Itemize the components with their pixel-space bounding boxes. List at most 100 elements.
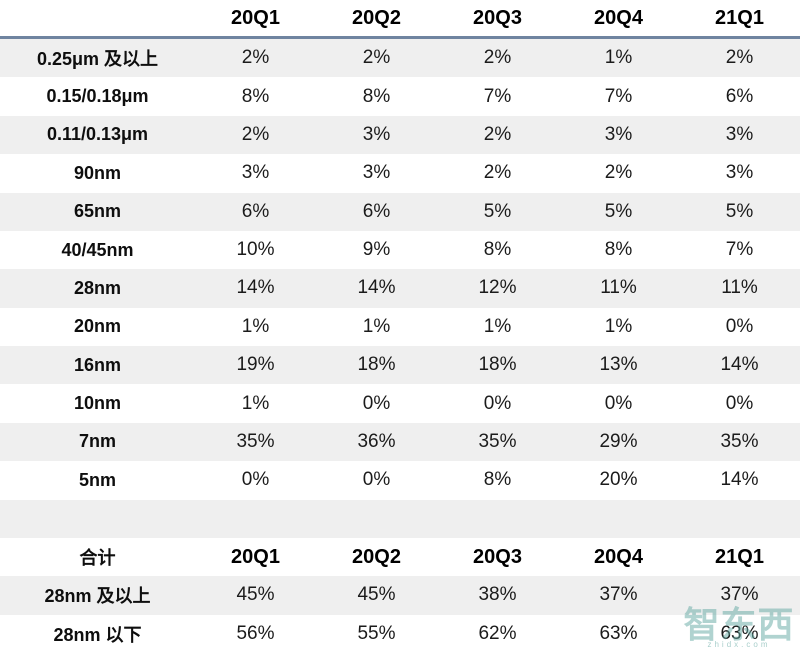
cell: 0% bbox=[604, 392, 633, 414]
cell: 13% bbox=[599, 354, 638, 376]
cell: 8% bbox=[241, 85, 270, 107]
cell: 12% bbox=[478, 277, 517, 299]
cell: 20% bbox=[599, 469, 638, 491]
cell: 0% bbox=[483, 392, 512, 414]
cell: 18% bbox=[478, 354, 517, 376]
cell: 1% bbox=[362, 315, 391, 337]
cell: 62% bbox=[478, 622, 517, 644]
cell: 8% bbox=[362, 85, 391, 107]
totals-header-row: 合计 20Q1 20Q2 20Q3 20Q4 21Q1 bbox=[0, 537, 800, 577]
header-divider-rule bbox=[0, 36, 800, 39]
row-label: 28nm 以下 bbox=[53, 624, 142, 645]
cell: 0% bbox=[362, 392, 391, 414]
cell: 1% bbox=[483, 315, 512, 337]
cell: 8% bbox=[483, 469, 512, 491]
cell: 2% bbox=[241, 47, 270, 69]
header-20q1: 20Q1 bbox=[231, 6, 280, 29]
cell: 38% bbox=[478, 584, 517, 606]
cell: 35% bbox=[236, 430, 275, 452]
cell: 37% bbox=[599, 584, 638, 606]
cell: 10% bbox=[236, 239, 275, 261]
cell: 7% bbox=[725, 239, 754, 261]
totals-header-20q1: 20Q1 bbox=[231, 545, 280, 568]
table-row-16nm: 16nm 19% 18% 18% 13% 14% bbox=[0, 346, 800, 385]
row-label: 7nm bbox=[78, 431, 116, 452]
cell: 36% bbox=[357, 430, 396, 452]
cell: 3% bbox=[604, 123, 633, 145]
cell: 7% bbox=[483, 85, 512, 107]
cell: 7% bbox=[604, 85, 633, 107]
totals-header-20q2: 20Q2 bbox=[352, 545, 401, 568]
cell: 19% bbox=[236, 354, 275, 376]
row-label: 5nm bbox=[78, 469, 116, 490]
cell: 3% bbox=[725, 162, 754, 184]
cell: 18% bbox=[357, 354, 396, 376]
cell: 35% bbox=[478, 430, 517, 452]
row-label: 20nm bbox=[73, 316, 122, 337]
spacer-row bbox=[0, 499, 800, 538]
header-20q3: 20Q3 bbox=[473, 6, 522, 29]
cell: 14% bbox=[720, 469, 759, 491]
cell: 2% bbox=[241, 123, 270, 145]
row-label: 0.15/0.18μm bbox=[46, 86, 149, 107]
cell: 45% bbox=[357, 584, 396, 606]
cell: 8% bbox=[483, 239, 512, 261]
cell: 45% bbox=[236, 584, 275, 606]
table-row-28nm: 28nm 14% 14% 12% 11% 11% bbox=[0, 269, 800, 308]
cell: 0% bbox=[241, 469, 270, 491]
cell: 1% bbox=[241, 392, 270, 414]
table-row-10nm: 10nm 1% 0% 0% 0% 0% bbox=[0, 384, 800, 423]
table-row-0.11-0.13um: 0.11/0.13μm 2% 3% 2% 3% 3% bbox=[0, 115, 800, 155]
cell: 63% bbox=[720, 622, 759, 644]
cell: 2% bbox=[483, 47, 512, 69]
cell: 35% bbox=[720, 430, 759, 452]
cell: 2% bbox=[604, 162, 633, 184]
row-label: 40/45nm bbox=[61, 239, 134, 260]
cell: 8% bbox=[604, 239, 633, 261]
table-row-7nm: 7nm 35% 36% 35% 29% 35% bbox=[0, 422, 800, 462]
row-label: 16nm bbox=[73, 354, 122, 375]
header-20q4: 20Q4 bbox=[594, 6, 643, 29]
cell: 2% bbox=[483, 123, 512, 145]
cell: 6% bbox=[725, 85, 754, 107]
row-label: 65nm bbox=[73, 201, 122, 222]
row-label: 28nm bbox=[73, 277, 122, 298]
cell: 11% bbox=[600, 277, 637, 299]
cell: 2% bbox=[725, 47, 754, 69]
cell: 5% bbox=[725, 200, 754, 222]
cell: 14% bbox=[720, 354, 759, 376]
cell: 1% bbox=[241, 315, 270, 337]
cell: 29% bbox=[599, 430, 638, 452]
table-row-65nm: 65nm 6% 6% 5% 5% 5% bbox=[0, 192, 800, 231]
cell: 37% bbox=[720, 584, 759, 606]
table-row-0.25um: 0.25μm 及以上 2% 2% 2% 1% 2% bbox=[0, 39, 800, 78]
cell: 5% bbox=[483, 200, 512, 222]
cell: 3% bbox=[725, 123, 754, 145]
table-row-40-45nm: 40/45nm 10% 9% 8% 8% 7% bbox=[0, 230, 800, 270]
header-20q2: 20Q2 bbox=[352, 6, 401, 29]
cell: 5% bbox=[604, 200, 633, 222]
cell: 11% bbox=[721, 277, 758, 299]
cell: 2% bbox=[362, 47, 391, 69]
table-row-90nm: 90nm 3% 3% 2% 2% 3% bbox=[0, 154, 800, 193]
totals-header-20q4: 20Q4 bbox=[594, 545, 643, 568]
cell: 0% bbox=[362, 469, 391, 491]
row-label: 10nm bbox=[73, 393, 122, 414]
table-row-20nm: 20nm 1% 1% 1% 1% 0% bbox=[0, 307, 800, 346]
cell: 3% bbox=[362, 162, 391, 184]
row-label: 28nm 及以上 bbox=[44, 586, 151, 607]
table-row-28nm-and-above: 28nm 及以上 45% 45% 38% 37% 37% bbox=[0, 576, 800, 615]
cell: 14% bbox=[357, 277, 396, 299]
main-table-header-row: 20Q1 20Q2 20Q3 20Q4 21Q1 bbox=[0, 0, 800, 36]
table-row-below-28nm: 28nm 以下 56% 55% 62% 63% 63% bbox=[0, 614, 800, 653]
cell: 6% bbox=[241, 200, 270, 222]
row-label: 90nm bbox=[73, 162, 122, 183]
cell: 56% bbox=[236, 622, 275, 644]
row-label: 0.25μm 及以上 bbox=[36, 49, 159, 70]
row-label: 0.11/0.13μm bbox=[46, 124, 149, 145]
header-21q1: 21Q1 bbox=[715, 6, 764, 29]
cell: 14% bbox=[236, 277, 275, 299]
totals-header-20q3: 20Q3 bbox=[473, 545, 522, 568]
cell: 0% bbox=[725, 392, 754, 414]
